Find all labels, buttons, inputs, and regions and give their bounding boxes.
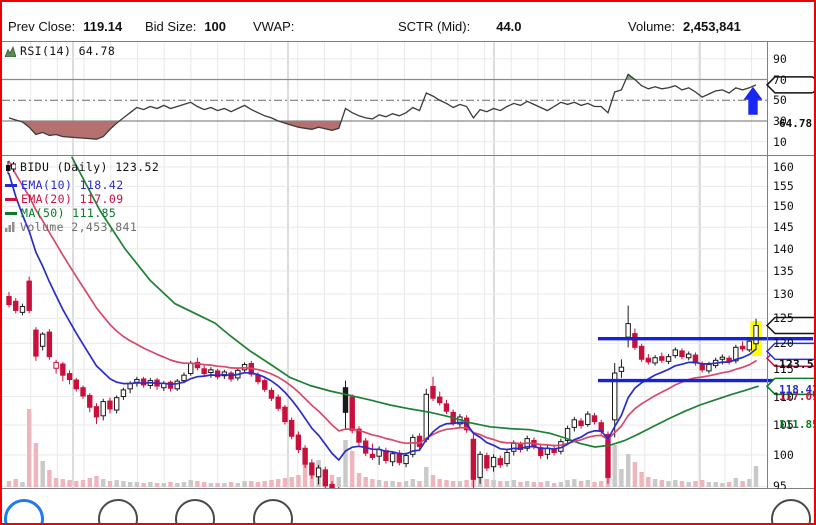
scale-tick-label: 150 [773,199,794,214]
rsi-value-callout: 64.78 [779,116,813,130]
scale-tick-label: 135 [773,264,794,279]
rsi-legend: RSI(14) 64.78 [5,44,115,58]
quote-sctr: SCTR (Mid): 44.0 [398,19,522,34]
ema10-price-callout: 118.42 [779,383,816,397]
nav-button-4[interactable]: • [253,499,293,524]
ma50-line-swatch [5,211,17,215]
last-price-callout: 123.52 [779,356,814,371]
legend-ema10: EMA(10) 118.42 [5,178,124,192]
nav-button-4-icon: • [271,520,276,524]
scale-tick-label: 130 [773,287,794,302]
candlestick-icon [6,160,16,174]
scale-tick-label: 30 [773,114,787,128]
chart-title: BIDU (Daily) 123.52 [5,160,159,174]
quote-volume: Volume: 2,453,841 [628,19,741,34]
nav-button-2[interactable]: • [98,499,138,524]
scale-tick-label: 10 [773,134,787,149]
quote-vwap: VWAP: [253,19,295,34]
scale-tick-label: 160 [773,159,794,174]
scale-tick-label: 125 [773,311,794,326]
quote-bid-size: Bid Size: 100 [145,19,227,34]
nav-button-3[interactable]: ▸ [175,499,215,524]
nav-button-1[interactable]: ▾ [4,499,44,524]
scale-tick-label: 50 [773,93,787,108]
scale-tick-label: 100 [773,447,794,462]
nav-button-5[interactable]: • [771,499,811,524]
scale-tick-label: 90 [773,51,787,66]
scale-tick-label: 110 [773,389,794,404]
scale-tick-label: 70 [773,72,787,87]
nav-button-2-icon: • [116,520,121,524]
scale-tick-label: 115 [773,362,794,377]
ema20-price-callout: 117.09 [779,390,816,404]
ma50-price-callout: 111.85 [779,418,816,432]
legend-volume: Volume 2,453,841 [5,220,137,234]
rsi-indicator-icon [5,45,16,57]
scale-tick-label: 120 [773,336,794,351]
nav-button-5-icon: • [789,520,794,524]
quote-bar: Prev Close: 119.14 Bid Size: 100 VWAP: SCT… [2,14,814,41]
quote-prev-close: Prev Close: 119.14 [8,19,123,34]
nav-button-3-icon: ▸ [192,520,199,524]
scale-tick-label: 140 [773,241,794,256]
ema10-line-swatch [5,183,17,187]
scale-tick-label: 105 [773,418,794,433]
nav-button-1-icon: ▾ [21,520,28,524]
scale-tick-label: 145 [773,220,794,235]
scale-tick-label: 155 [773,179,794,194]
legend-ma50: MA(50) 111.85 [5,206,116,220]
bottom-toolbar: ▾ • ▸ • • [2,489,814,523]
volume-bars-icon [5,222,15,232]
price-chart-canvas[interactable] [2,41,814,489]
legend-ema20: EMA(20) 117.09 [5,192,124,206]
ema20-line-swatch [5,197,17,201]
